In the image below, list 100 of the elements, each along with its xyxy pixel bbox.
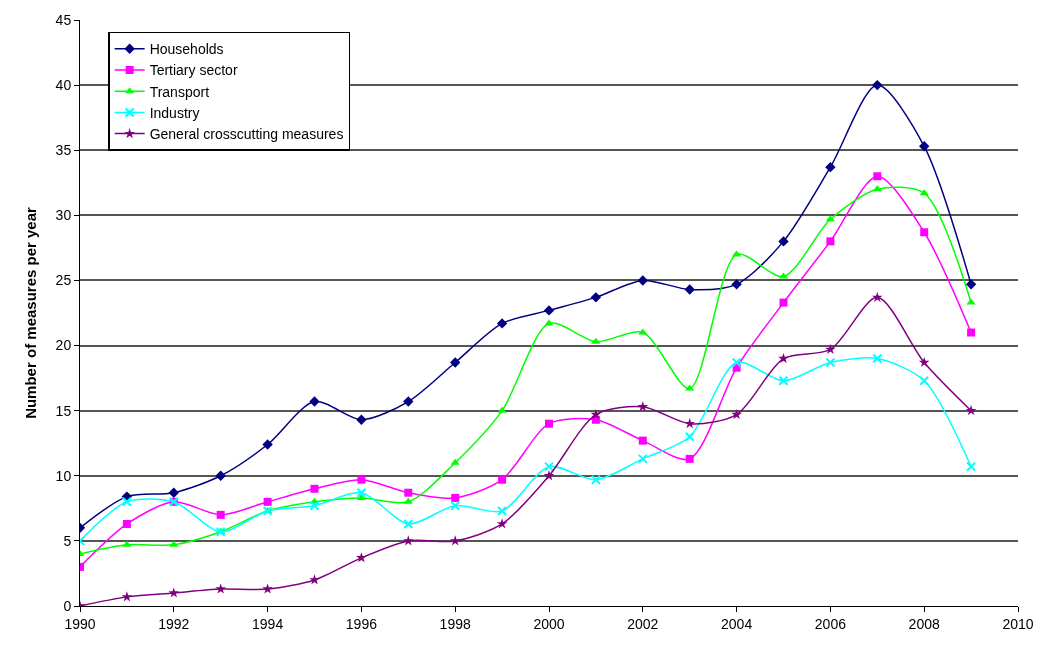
x-tick-label: 2004: [721, 615, 753, 632]
point: [168, 587, 180, 598]
point: [918, 356, 930, 368]
point: [403, 518, 414, 529]
point: [496, 318, 508, 329]
point: [169, 540, 179, 547]
y-tick-label: 45: [55, 11, 72, 28]
point: [122, 519, 131, 528]
point: [873, 172, 882, 181]
point: [216, 510, 225, 519]
point: [685, 454, 694, 463]
point: [872, 79, 883, 91]
point: [122, 540, 132, 547]
y-axis-title: Number of measures per year: [21, 206, 39, 419]
point: [871, 291, 883, 302]
y-tick-label: 5: [63, 532, 72, 549]
point: [919, 375, 930, 386]
y-tick-label: 40: [55, 77, 72, 94]
point: [684, 418, 696, 429]
point: [543, 305, 555, 316]
point: [356, 552, 367, 563]
point: [825, 161, 836, 173]
point: [450, 500, 461, 511]
point: [826, 237, 835, 246]
point: [309, 500, 320, 511]
x-tick-label: 1992: [158, 615, 190, 632]
legend-label: Transport: [149, 83, 210, 100]
point: [919, 141, 930, 152]
point: [496, 518, 508, 529]
point: [637, 275, 648, 286]
x-tick-label: 2000: [533, 615, 565, 632]
point: [309, 396, 320, 407]
x-tick-label: 1994: [252, 615, 284, 632]
point: [965, 279, 977, 290]
point: [919, 189, 929, 196]
point: [967, 328, 976, 337]
point: [450, 458, 460, 465]
point: [638, 328, 648, 335]
point: [590, 474, 601, 485]
point: [262, 583, 273, 594]
point: [404, 488, 413, 497]
point: [497, 505, 508, 516]
point: [638, 436, 647, 445]
point: [309, 574, 320, 585]
point: [449, 535, 461, 546]
point: [731, 408, 742, 420]
point: [543, 470, 555, 481]
point: [498, 475, 507, 484]
point: [403, 396, 414, 407]
point: [778, 352, 789, 364]
x-tick-label: 1996: [345, 615, 378, 632]
point: [778, 375, 789, 386]
point: [168, 487, 179, 498]
point: [591, 337, 601, 344]
legend-label: Tertiary sector: [149, 62, 238, 79]
point: [590, 408, 602, 420]
point: [872, 353, 883, 364]
point: [544, 461, 554, 472]
legend-label: Industry: [149, 104, 200, 121]
y-tick-label: 15: [55, 402, 72, 419]
point: [779, 298, 788, 307]
y-tick-label: 20: [55, 337, 72, 354]
point: [451, 493, 460, 502]
point: [920, 228, 929, 237]
point: [966, 298, 976, 305]
point: [545, 419, 553, 428]
point: [450, 357, 461, 368]
point: [356, 487, 367, 498]
point: [590, 292, 602, 303]
point: [731, 357, 742, 368]
point: [684, 284, 695, 295]
point: [357, 475, 366, 484]
point: [121, 591, 133, 602]
point: [263, 497, 272, 506]
legend-label: General crosscutting measures: [149, 126, 344, 143]
point: [497, 406, 507, 413]
point: [965, 405, 977, 416]
point: [262, 439, 273, 450]
x-tick-label: 2002: [627, 615, 659, 632]
y-tick-label: 10: [55, 467, 72, 484]
point: [685, 384, 695, 391]
point: [778, 236, 789, 247]
point: [215, 470, 226, 481]
point: [731, 279, 742, 290]
y-tick-label: 35: [55, 142, 72, 159]
y-tick-label: 25: [55, 272, 72, 289]
point: [356, 414, 367, 425]
legend-label: Households: [149, 41, 224, 58]
point: [825, 357, 836, 368]
x-tick-label: 2010: [1002, 615, 1034, 632]
point: [402, 535, 414, 546]
point: [121, 496, 132, 507]
point: [966, 461, 977, 472]
x-tick-label: 2006: [814, 615, 847, 632]
point: [403, 497, 413, 504]
x-tick-label: 1998: [439, 615, 471, 632]
point: [637, 401, 649, 412]
x-tick-label: 2008: [908, 615, 940, 632]
y-tick-label: 0: [63, 597, 72, 614]
point: [637, 453, 648, 464]
